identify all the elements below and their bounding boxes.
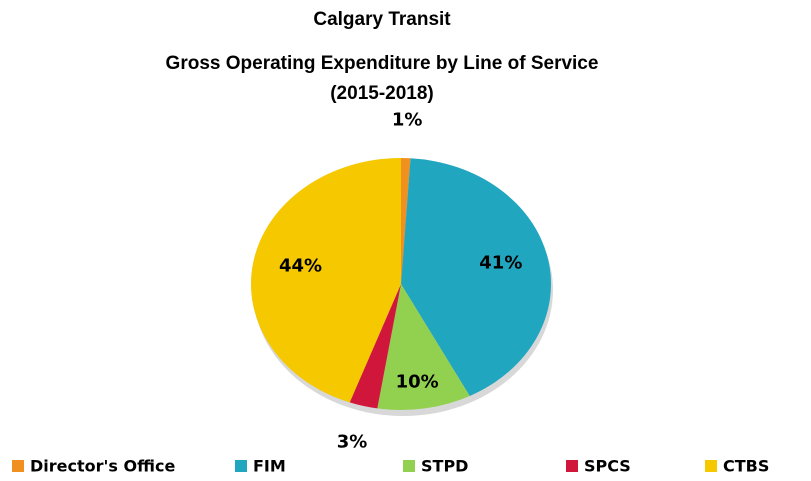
- legend-swatch: [566, 460, 578, 472]
- data-label: 41%: [479, 253, 522, 274]
- legend-label: FIM: [253, 457, 286, 476]
- legend-swatch: [403, 460, 415, 472]
- pie-slice: [377, 284, 470, 410]
- pie-slice: [250, 158, 401, 403]
- legend-swatch: [235, 460, 247, 472]
- pie-slice: [349, 284, 401, 409]
- chart-title: Gross Operating Expenditure by Line of S…: [166, 53, 599, 74]
- legend-label: CTBS: [723, 457, 769, 476]
- legend-label: Director's Office: [30, 457, 175, 476]
- data-label: 10%: [396, 371, 439, 392]
- legend-label: SPCS: [584, 457, 631, 476]
- chart-title: Calgary Transit: [313, 9, 451, 30]
- legend-swatch: [705, 460, 717, 472]
- legend-label: STPD: [421, 457, 468, 476]
- legend-swatch: [12, 460, 24, 472]
- data-label: 44%: [279, 256, 322, 277]
- data-label: 1%: [392, 109, 423, 130]
- data-label: 3%: [337, 432, 368, 453]
- pie-slice: [401, 158, 551, 396]
- chart-title: (2015-2018): [330, 83, 434, 104]
- pie-slice: [401, 158, 411, 284]
